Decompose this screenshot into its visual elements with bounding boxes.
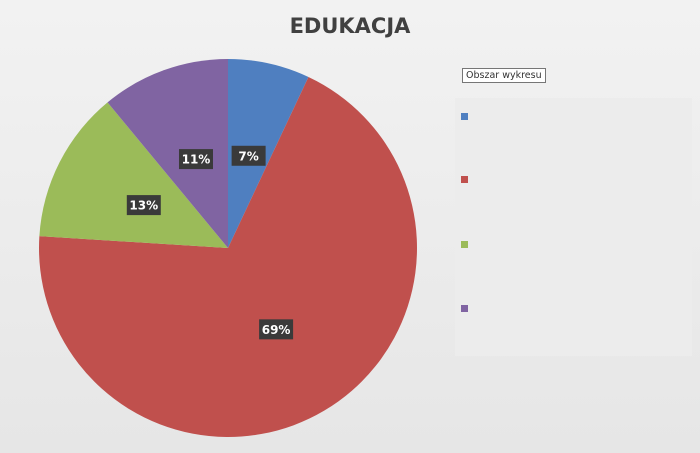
value-label: 7% — [238, 149, 258, 163]
value-label: 69% — [262, 323, 291, 337]
pie-slice — [39, 76, 418, 438]
pie-slice — [107, 59, 228, 248]
legend-swatch — [461, 305, 468, 312]
value-label-box — [178, 149, 213, 170]
legend-swatch — [461, 113, 468, 120]
value-label: 11% — [182, 153, 211, 167]
tooltip: Obszar wykresu — [462, 68, 546, 83]
value-label-box — [259, 319, 294, 340]
legend-swatch — [461, 176, 468, 183]
legend-swatch — [461, 241, 468, 248]
pie-slice — [228, 59, 309, 248]
value-label: 13% — [129, 199, 158, 213]
pie-slice — [39, 102, 228, 249]
value-label-box — [231, 145, 266, 166]
legend: ZWIERZĘTA GODNE SZACUNKU 7 tys.BUDOWA MI… — [455, 98, 692, 356]
value-label-box — [126, 195, 161, 216]
chart-title: EDUKACJA — [289, 14, 411, 38]
pie-plot: 7% 69% 13% 11% — [39, 59, 418, 438]
